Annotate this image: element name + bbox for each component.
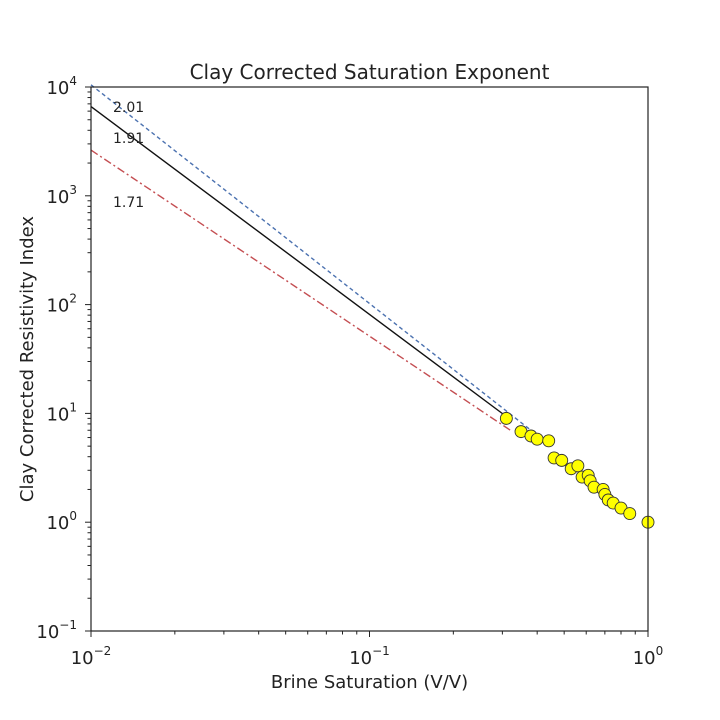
x-tick-label: 10−2 (71, 644, 112, 669)
x-axis-label: Brine Saturation (V/V) (271, 672, 468, 693)
y-tick-label: 104 (46, 74, 77, 99)
y-tick-label: 10−1 (36, 618, 77, 643)
y-tick-label: 102 (46, 292, 77, 317)
y-axis-ticks: 10−1 100 101 102 103 104 (36, 74, 91, 643)
x-tick-label: 100 (633, 644, 664, 669)
data-point (623, 507, 637, 521)
fit-line-2 (90, 149, 511, 431)
y-tick-label: 103 (46, 183, 77, 208)
fit-line-1 (90, 106, 507, 418)
data-points (499, 411, 655, 529)
data-point (530, 432, 544, 446)
exponent-label-2: 1.71 (113, 195, 144, 211)
y-axis-label: Clay Corrected Resistivity Index (17, 216, 38, 502)
y-tick-label: 100 (46, 509, 77, 534)
data-point (542, 434, 556, 448)
exponent-label-1: 1.91 (113, 131, 144, 147)
chart-title: Clay Corrected Saturation Exponent (190, 60, 550, 84)
line-annotations: 2.01 1.91 1.71 (113, 100, 144, 211)
data-point (555, 453, 569, 467)
data-point (571, 459, 585, 473)
x-tick-label: 10−1 (349, 644, 390, 669)
exponent-label-0: 2.01 (113, 100, 144, 116)
data-point (499, 411, 513, 425)
y-tick-label: 101 (46, 400, 77, 425)
fit-lines (90, 84, 544, 441)
x-axis-ticks: 10−2 10−1 100 (71, 631, 664, 669)
fit-line-0 (90, 84, 544, 441)
